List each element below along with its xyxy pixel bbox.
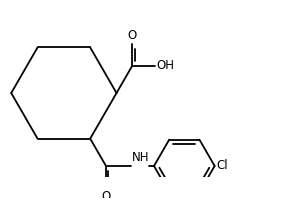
Text: NH: NH	[132, 151, 149, 164]
Text: O: O	[101, 189, 111, 198]
Text: Cl: Cl	[216, 159, 227, 172]
Text: OH: OH	[156, 59, 174, 72]
Text: O: O	[128, 29, 137, 42]
